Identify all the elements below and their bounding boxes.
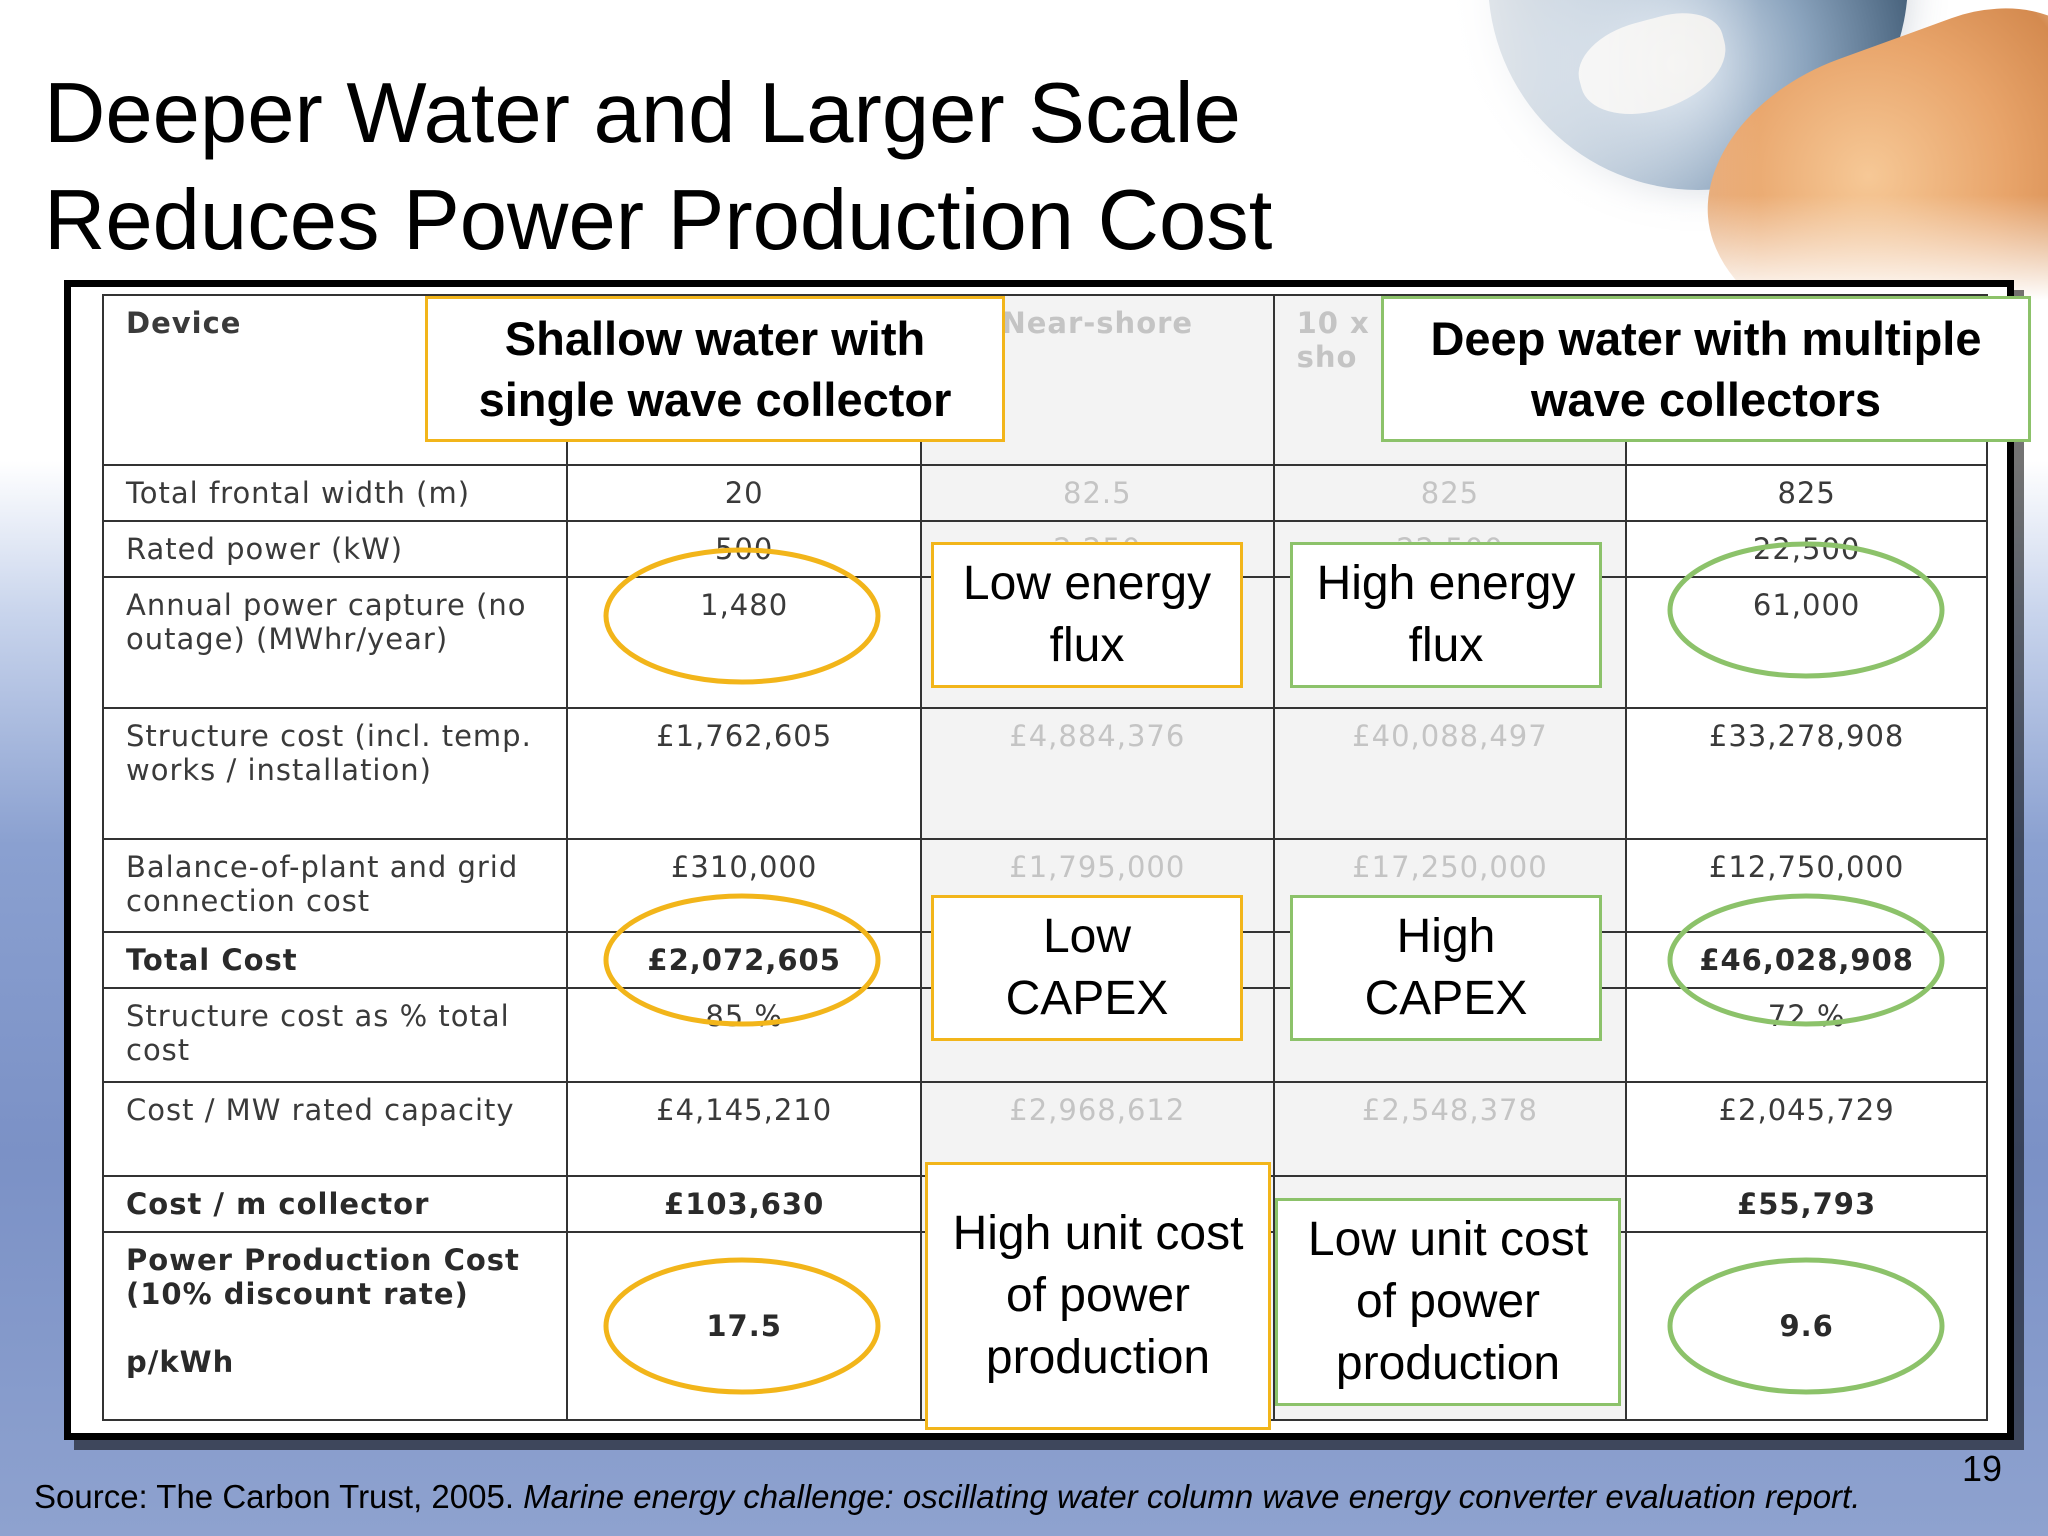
cell-value: £2,968,612	[919, 1081, 1275, 1177]
callout-high-energy-flux: High energy flux	[1290, 542, 1602, 688]
callout-high-capex-text: High CAPEX	[1364, 910, 1528, 1025]
globe-continent	[1568, 2, 1738, 128]
cell-value: 500	[566, 520, 922, 578]
callout-low-unit-cost-text: Low unit cost of power production	[1307, 1213, 1589, 1390]
header-col4-b: sho	[1296, 340, 1358, 374]
callout-deep-water: Deep water with multiple wave collectors	[1381, 296, 2031, 442]
cell-value: £310,000	[566, 838, 922, 933]
table-row: Total frontal width (m) 20 82.5 825 825	[101, 464, 1988, 522]
hand-image	[1669, 0, 2048, 300]
cell-value: £33,278,908	[1625, 707, 1988, 840]
table-row: Cost / MW rated capacity £4,145,210 £2,9…	[101, 1081, 1988, 1177]
globe-image	[1488, 0, 1908, 190]
source-italic-text: Marine energy challenge: oscillating wat…	[523, 1478, 1861, 1515]
row-label: Balance-of-plant and grid connection cos…	[101, 838, 569, 933]
row-label: Total Cost	[101, 931, 569, 989]
callout-low-energy-flux: Low energy flux	[931, 542, 1243, 688]
callout-deep-water-text: Deep water with multiple wave collectors	[1430, 312, 1982, 426]
source-citation: Source: The Carbon Trust, 2005. Marine e…	[34, 1478, 1860, 1516]
cell-value: £1,762,605	[566, 707, 922, 840]
page-number: 19	[1961, 1448, 2002, 1489]
row-label-text: Power Production Cost (10% discount rate…	[126, 1243, 520, 1311]
cell-value: 9.6	[1625, 1231, 1988, 1421]
slide-title: Deeper Water and Larger Scale Reduces Po…	[44, 60, 1444, 274]
row-label: Structure cost (incl. temp. works / inst…	[101, 707, 569, 840]
cell-value: 61,000	[1625, 576, 1988, 709]
cell-value: £2,045,729	[1625, 1081, 1988, 1177]
callout-low-unit-cost: Low unit cost of power production	[1275, 1198, 1621, 1406]
cell-value: £46,028,908	[1625, 931, 1988, 989]
callout-high-capex: High CAPEX	[1290, 895, 1602, 1041]
callout-high-unit-cost-text: High unit cost of power production	[952, 1207, 1244, 1384]
cell-value: 72 %	[1625, 987, 1988, 1083]
row-label: Power Production Cost (10% discount rate…	[101, 1231, 569, 1421]
cell-value: £40,088,497	[1272, 707, 1628, 840]
table-row: Structure cost (incl. temp. works / inst…	[101, 707, 1988, 840]
source-plain-text: Source: The Carbon Trust, 2005.	[34, 1478, 514, 1515]
cell-value: £55,793	[1625, 1175, 1988, 1233]
callout-shallow-water: Shallow water with single wave collector	[425, 296, 1005, 442]
globe-hand-decoration	[1408, 0, 2048, 300]
decoration-fade	[1408, 0, 2048, 300]
row-label: Rated power (kW)	[101, 520, 569, 578]
cell-value: £4,884,376	[919, 707, 1275, 840]
callout-low-capex-text: Low CAPEX	[1005, 910, 1169, 1025]
row-label: Cost / m collector	[101, 1175, 569, 1233]
cell-value: £2,072,605	[566, 931, 922, 989]
cell-value: 17.5	[566, 1231, 922, 1421]
cell-value: £12,750,000	[1625, 838, 1988, 933]
cell-value: 1,480	[566, 576, 922, 709]
callout-high-energy-flux-text: High energy flux	[1316, 557, 1576, 672]
row-label: Cost / MW rated capacity	[101, 1081, 569, 1177]
header-col4-a: 10 x	[1296, 306, 1370, 340]
callout-low-capex: Low CAPEX	[931, 895, 1243, 1041]
callout-shallow-water-text: Shallow water with single wave collector	[478, 312, 952, 426]
row-label: Structure cost as % total cost	[101, 987, 569, 1083]
cell-value: 825	[1272, 464, 1628, 522]
cell-value: £4,145,210	[566, 1081, 922, 1177]
title-line-2: Reduces Power Production Cost	[44, 173, 1273, 268]
cell-value: £103,630	[566, 1175, 922, 1233]
cell-value: 22,500	[1625, 520, 1988, 578]
title-line-1: Deeper Water and Larger Scale	[44, 66, 1241, 161]
cell-value: 82.5	[919, 464, 1275, 522]
row-label: Annual power capture (no outage) (MWhr/y…	[101, 576, 569, 709]
cell-value: 85 %	[566, 987, 922, 1083]
row-label: Total frontal width (m)	[101, 464, 569, 522]
cell-value: £2,548,378	[1272, 1081, 1628, 1177]
callout-low-energy-flux-text: Low energy flux	[962, 557, 1212, 672]
cell-value: 20	[566, 464, 922, 522]
callout-high-unit-cost: High unit cost of power production	[925, 1162, 1271, 1430]
cell-value: 825	[1625, 464, 1988, 522]
row-label-unit: p/kWh	[126, 1345, 235, 1379]
